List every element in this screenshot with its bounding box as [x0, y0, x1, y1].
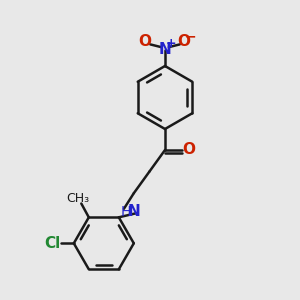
Text: N: N — [159, 42, 171, 57]
Text: H: H — [121, 205, 131, 219]
Text: O: O — [182, 142, 195, 158]
Text: O: O — [177, 34, 190, 49]
Text: O: O — [138, 34, 152, 49]
Text: +: + — [165, 37, 176, 50]
Text: N: N — [128, 204, 140, 219]
Text: −: − — [184, 29, 196, 43]
Text: Cl: Cl — [44, 236, 60, 251]
Text: CH₃: CH₃ — [67, 192, 90, 205]
